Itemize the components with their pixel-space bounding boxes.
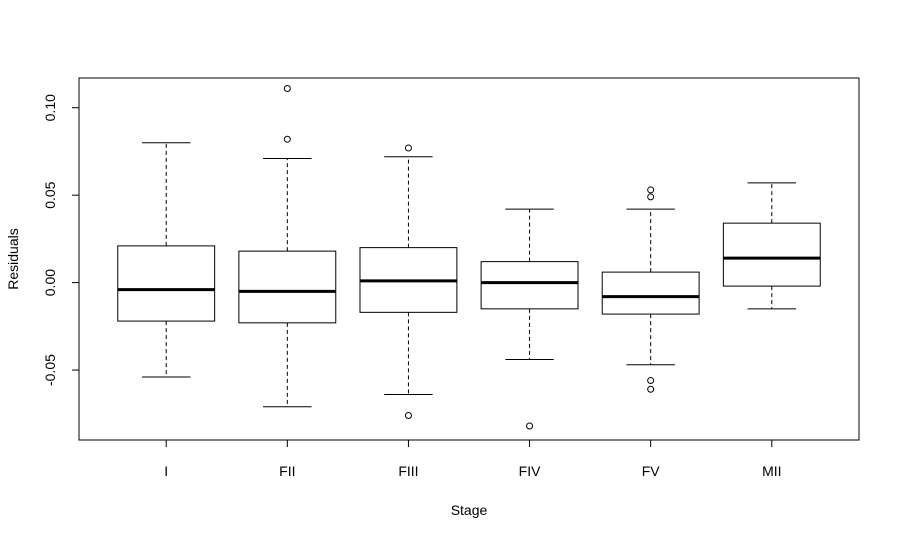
y-tick-label: 0.05 [42, 181, 58, 208]
x-tick-label: FII [279, 463, 295, 479]
boxes-layer [117, 84, 821, 430]
box-fiv [480, 261, 579, 310]
box-group-fiv [480, 208, 579, 430]
y-tick-label: -0.05 [42, 354, 58, 386]
outlier-point-fiii-1 [404, 412, 412, 420]
box-fii [238, 250, 337, 324]
box-fv [601, 271, 700, 315]
outlier-point-fiv-0 [526, 422, 534, 430]
outlier-point-fv-2 [647, 377, 655, 385]
box-group-fv [601, 186, 700, 393]
outlier-point-fii-0 [283, 84, 291, 92]
box-group-i [117, 142, 216, 378]
y-tick-label: 0.10 [42, 94, 58, 121]
box-group-fii [238, 84, 337, 408]
y-axis: -0.05 0.00 0.05 0.10 [42, 94, 80, 386]
box-group-mii [722, 182, 821, 310]
x-tick-label: FV [642, 463, 661, 479]
x-tick-label: MII [762, 463, 781, 479]
box-i [117, 245, 216, 322]
outlier-point-fii-1 [283, 135, 291, 143]
x-tick-label: FIII [398, 463, 418, 479]
outlier-point-fiii-0 [404, 144, 412, 152]
outlier-point-fv-0 [647, 186, 655, 194]
x-axis: I FII FIII FIV FV MII [164, 439, 782, 479]
x-tick-label: FIV [519, 463, 541, 479]
box-mii [722, 222, 821, 287]
x-axis-title: Stage [451, 502, 488, 518]
x-tick-label: I [164, 463, 168, 479]
y-tick-label: 0.00 [42, 269, 58, 296]
y-axis-title: Residuals [5, 228, 21, 289]
box-group-fiii [359, 144, 458, 420]
outlier-point-fv-1 [647, 193, 655, 201]
outlier-point-fv-3 [647, 385, 655, 393]
